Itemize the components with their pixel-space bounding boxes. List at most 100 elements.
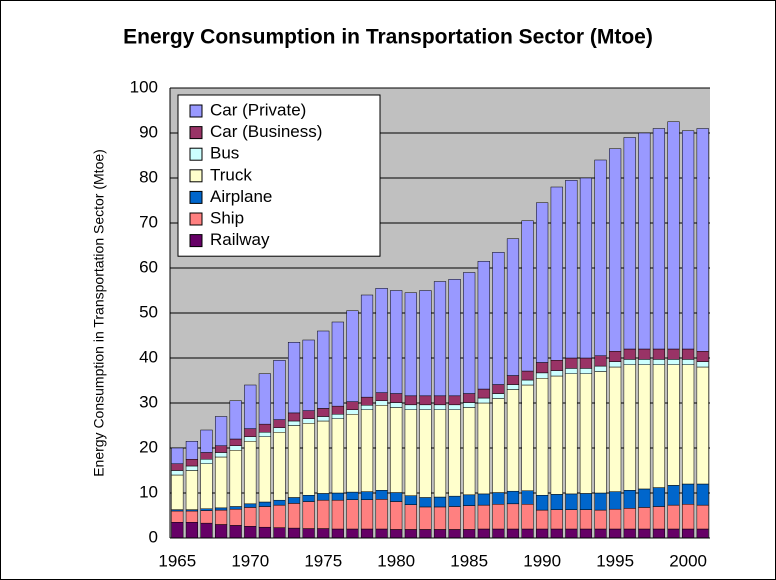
bar-segment: [360, 396, 374, 406]
bar-segment: [273, 432, 286, 501]
bar-segment: [171, 510, 184, 523]
bar-segment: [667, 348, 680, 360]
y-tick-label: 90: [139, 122, 158, 141]
bar-segment: [171, 447, 184, 464]
bar-segment: [360, 499, 374, 530]
x-tick-label: 1985: [450, 551, 488, 570]
y-tick-label: 20: [139, 437, 158, 456]
bar-segment: [433, 506, 447, 530]
y-tick-label: 50: [139, 302, 158, 321]
bar-segment: [565, 509, 578, 530]
bar-segment: [404, 395, 417, 406]
bar-segment: [667, 121, 680, 350]
bar-segment: [390, 402, 403, 408]
bar-segment: [652, 506, 666, 530]
legend-label: Car (Private): [210, 100, 306, 119]
bar-segment: [244, 503, 257, 508]
bar-segment: [565, 528, 578, 539]
bar-segment: [229, 506, 242, 510]
bar-segment: [419, 290, 432, 397]
bar-segment: [638, 528, 651, 539]
bar-segment: [638, 507, 651, 530]
bar-segment: [594, 528, 607, 539]
bar-segment: [317, 408, 330, 417]
legend-swatch: [189, 104, 203, 118]
y-tick-label: 40: [139, 347, 158, 366]
bar-segment: [287, 425, 301, 498]
y-axis-label: Energy Consumption in Transportation Sec…: [91, 149, 107, 477]
bar-segment: [331, 414, 344, 419]
bar-segment: [667, 359, 680, 366]
bar-segment: [448, 279, 461, 397]
bar-segment: [682, 504, 695, 530]
y-tick-label: 10: [139, 482, 158, 501]
bar-segment: [419, 529, 432, 539]
bar-segment: [609, 366, 622, 492]
bar-segment: [492, 492, 505, 505]
x-tick-label: 1970: [231, 551, 269, 570]
bar-segment: [375, 392, 388, 401]
bar-segment: [448, 404, 461, 410]
bar-segment: [579, 357, 593, 369]
bar-segment: [696, 366, 709, 485]
bar-segment: [302, 528, 315, 539]
legend-label: Car (Business): [210, 122, 322, 141]
legend-box: [177, 94, 381, 257]
bar-segment: [623, 508, 636, 530]
bar-segment: [331, 499, 344, 530]
bar-segment: [419, 409, 432, 498]
bar-segment: [273, 427, 286, 433]
bar-segment: [346, 414, 359, 493]
bar-segment: [375, 288, 388, 393]
bar-segment: [536, 528, 549, 539]
bar-segment: [419, 395, 432, 406]
bar-segment: [375, 490, 388, 500]
bar-segment: [652, 128, 666, 350]
bar-segment: [682, 364, 695, 485]
bar-segment: [346, 409, 359, 415]
bar-segment: [594, 365, 607, 372]
bar-segment: [550, 494, 563, 510]
bar-segment: [448, 506, 461, 530]
bar-segment: [448, 409, 461, 497]
bar-segment: [258, 526, 271, 539]
bar-segment: [463, 505, 476, 530]
bar-segment: [419, 506, 432, 530]
bar-segment: [536, 362, 549, 374]
bar-segment: [536, 372, 549, 379]
bar-segment: [492, 252, 505, 385]
bar-segment: [682, 483, 695, 505]
bar-segment: [258, 501, 271, 507]
bar-segment: [244, 507, 257, 527]
bar-segment: [200, 522, 213, 539]
x-tick-label: 1995: [596, 551, 634, 570]
bar-segment: [506, 375, 520, 385]
bar-segment: [404, 404, 417, 410]
bar-segment: [302, 418, 315, 424]
bar-segment: [521, 370, 534, 381]
bar-segment: [331, 492, 344, 501]
bar-segment: [390, 407, 403, 493]
bar-segment: [317, 416, 330, 422]
bar-segment: [360, 528, 374, 539]
bar-segment: [477, 397, 490, 404]
bar-segment: [477, 261, 490, 390]
bar-segment: [287, 412, 301, 422]
bar-segment: [258, 436, 271, 503]
bar-segment: [244, 428, 257, 437]
bar-segment: [477, 528, 490, 539]
bar-segment: [244, 526, 257, 539]
bar-segment: [594, 355, 607, 367]
x-tick-label: 1965: [158, 551, 196, 570]
bar-segment: [565, 357, 578, 369]
x-tick-label: 1980: [377, 551, 415, 570]
bar-segment: [331, 321, 344, 407]
bar-segment: [623, 490, 636, 509]
bar-segment: [185, 465, 198, 471]
bar-segment: [390, 529, 403, 539]
bar-segment: [667, 485, 680, 506]
bar-segment: [214, 524, 228, 539]
bar-segment: [594, 509, 607, 530]
y-tick-label: 80: [139, 167, 158, 186]
bar-segment: [521, 504, 534, 530]
